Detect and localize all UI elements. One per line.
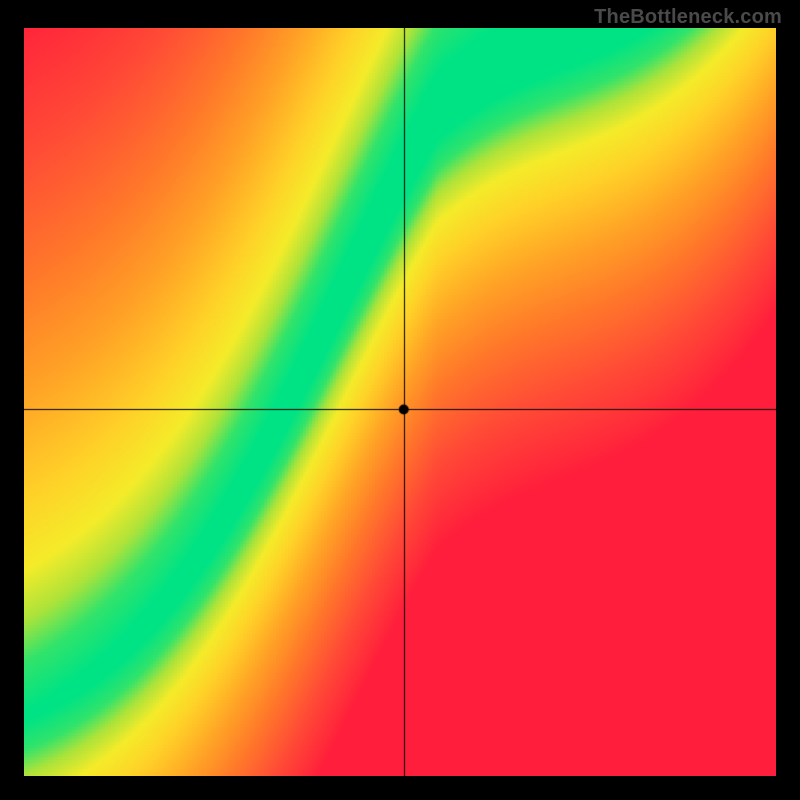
heatmap-canvas — [24, 28, 776, 776]
chart-frame: TheBottleneck.com — [0, 0, 800, 800]
watermark-text: TheBottleneck.com — [594, 6, 782, 29]
